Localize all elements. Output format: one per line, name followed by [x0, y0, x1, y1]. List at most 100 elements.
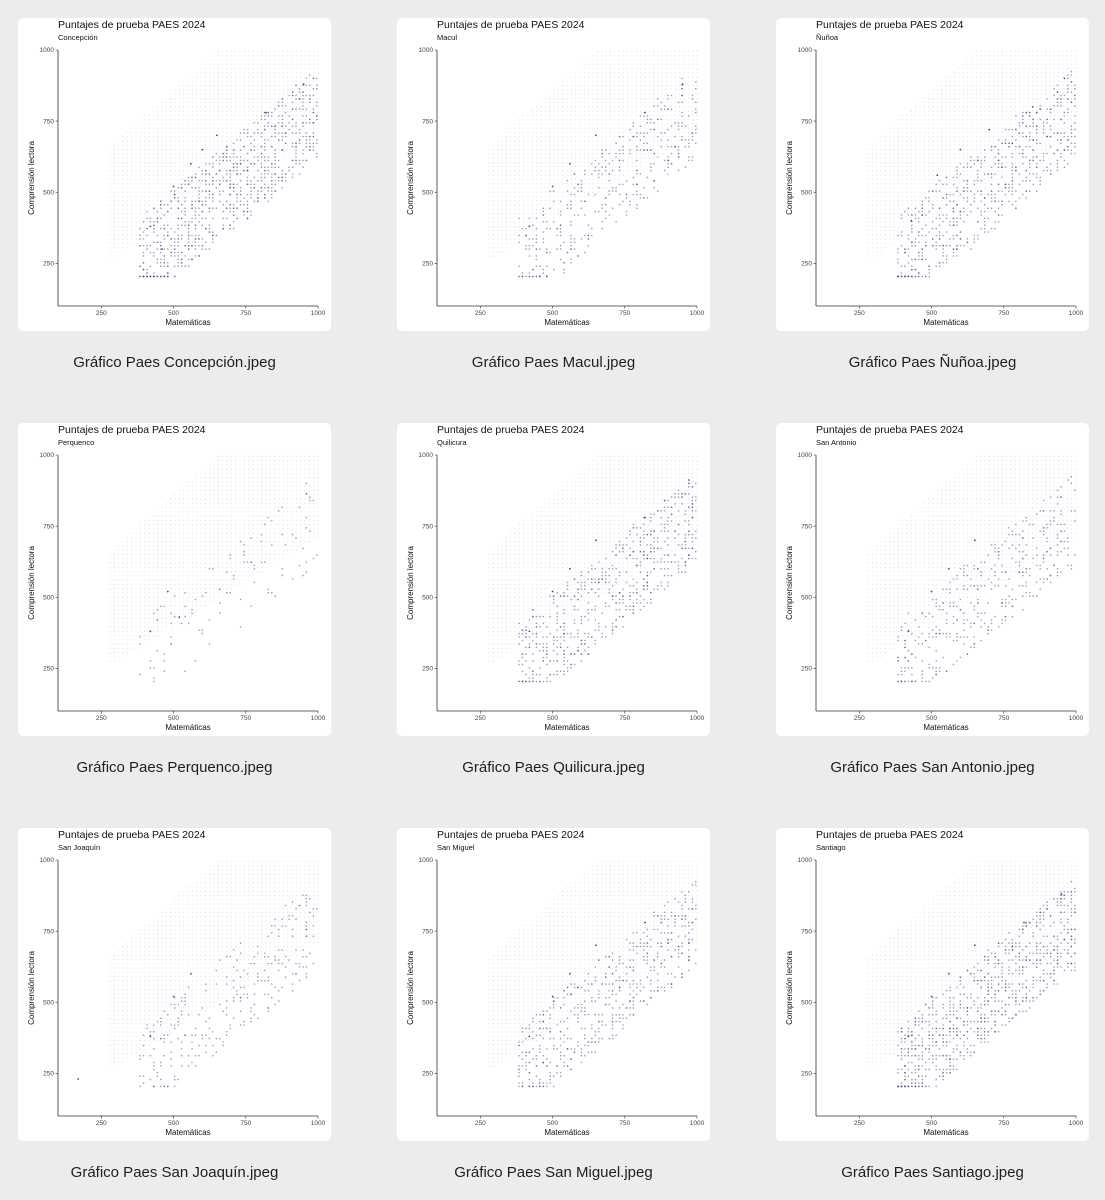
point: [260, 115, 263, 117]
point: [923, 166, 925, 168]
point: [575, 131, 577, 134]
point: [536, 110, 538, 112]
point: [139, 183, 141, 185]
point: [880, 217, 882, 219]
thumbnail-nunoa[interactable]: 250 500 750 1000 250 500 750 1000 Matemáticas Com…: [776, 18, 1089, 331]
point: [915, 166, 917, 168]
point: [605, 80, 607, 82]
point: [687, 93, 689, 95]
point: [144, 153, 146, 155]
point: [958, 195, 960, 198]
point: [183, 174, 185, 176]
point: [222, 85, 224, 87]
point: [876, 200, 878, 202]
point: [657, 76, 659, 78]
point: [131, 153, 133, 155]
point: [544, 144, 546, 146]
point: [316, 118, 318, 121]
point: [109, 234, 111, 236]
point: [622, 200, 624, 203]
gallery-item-macul[interactable]: 250 500 750 1000 250 500 750 1000 Matemáticas Com…: [397, 18, 710, 371]
point: [552, 200, 555, 203]
point: [184, 244, 186, 247]
point: [527, 153, 529, 155]
file-name-label[interactable]: Gráfico Paes Macul.jpeg: [471, 354, 636, 371]
point: [187, 127, 189, 129]
point: [553, 208, 555, 210]
point: [300, 80, 302, 82]
point: [239, 173, 242, 175]
thumbnail-concepcion[interactable]: 250 500 750 1000 250 500 750 1000 Matemáticas Com…: [18, 18, 331, 331]
point: [239, 59, 241, 61]
point: [277, 101, 280, 104]
point: [113, 213, 115, 215]
point: [152, 191, 154, 193]
point: [200, 157, 202, 159]
point: [867, 174, 869, 176]
point: [235, 127, 237, 129]
point: [958, 102, 960, 104]
point: [988, 93, 990, 95]
point: [230, 102, 232, 104]
point: [583, 131, 585, 134]
point: [871, 208, 873, 210]
point: [923, 213, 925, 215]
point: [566, 119, 568, 121]
point: [219, 190, 221, 192]
point: [274, 128, 277, 131]
point: [584, 169, 586, 172]
point: [687, 76, 689, 78]
point: [552, 221, 555, 223]
point: [596, 144, 598, 146]
point: [941, 127, 943, 129]
point: [884, 225, 886, 227]
point: [936, 157, 938, 159]
file-name-label[interactable]: Gráfico Paes Concepción.jpeg: [73, 354, 276, 371]
point: [609, 76, 611, 78]
point: [109, 174, 111, 176]
point: [312, 94, 315, 97]
point: [152, 170, 154, 172]
gallery-item-concepcion[interactable]: 250 500 750 1000 250 500 750 1000 Matemáticas Com…: [18, 18, 331, 371]
point: [889, 238, 891, 240]
point: [622, 152, 624, 155]
gallery-item-nunoa[interactable]: 250 500 750 1000 250 500 750 1000 Matemáticas Com…: [776, 18, 1089, 371]
point: [609, 174, 611, 176]
point: [614, 59, 616, 61]
point: [505, 221, 507, 223]
point: [880, 195, 882, 198]
point: [889, 166, 891, 168]
point: [269, 123, 271, 125]
point: [876, 230, 878, 232]
point: [674, 76, 676, 78]
point: [277, 132, 280, 134]
point: [256, 85, 258, 87]
point: [562, 161, 564, 163]
point: [876, 191, 878, 193]
point: [583, 110, 585, 112]
point: [588, 123, 590, 125]
point: [282, 72, 284, 74]
point: [605, 178, 607, 180]
point: [287, 131, 289, 134]
point: [170, 244, 172, 247]
point: [200, 183, 202, 185]
thumbnail-macul[interactable]: 250 500 750 1000 250 500 750 1000 Matemáticas Com…: [397, 18, 710, 331]
point: [666, 72, 668, 74]
point: [287, 140, 289, 142]
point: [605, 63, 607, 65]
point: [566, 131, 568, 134]
point: [226, 166, 228, 168]
point: [867, 255, 869, 257]
point: [505, 166, 507, 168]
point: [230, 183, 232, 185]
point: [549, 127, 551, 129]
point: [661, 114, 663, 116]
point: [562, 97, 564, 99]
point: [148, 213, 150, 215]
point: [213, 102, 215, 104]
point: [235, 110, 237, 112]
point: [618, 102, 620, 104]
point: [867, 204, 869, 206]
point: [618, 135, 621, 138]
